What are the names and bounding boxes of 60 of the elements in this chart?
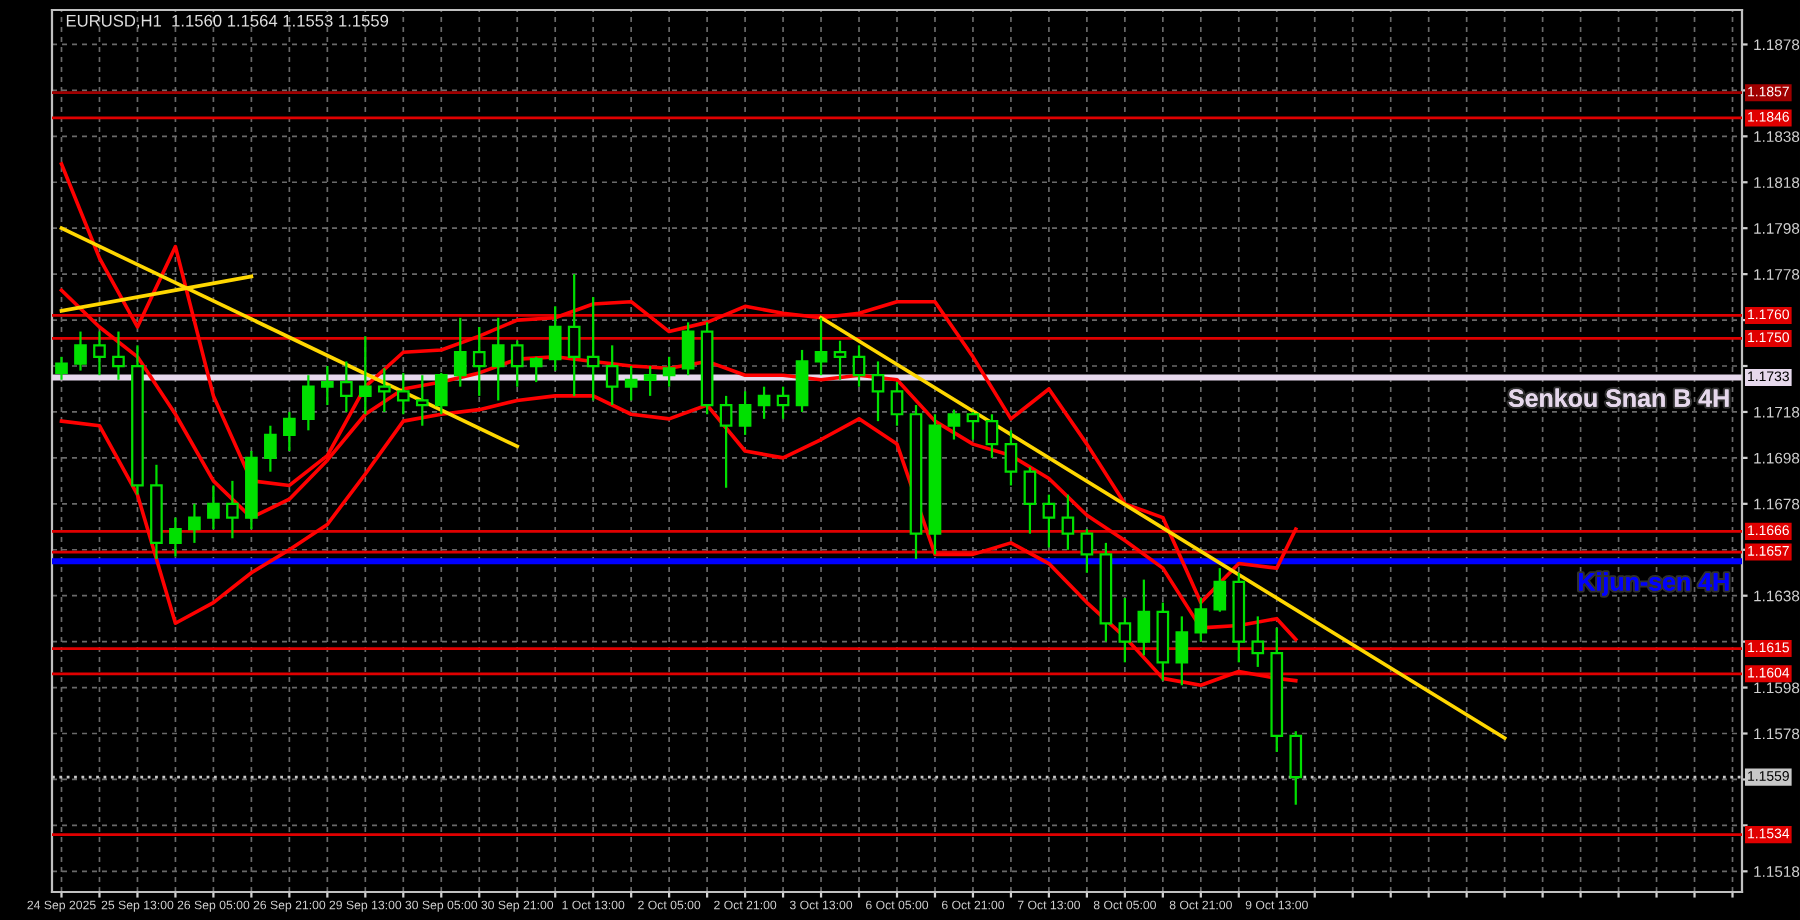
- candlestick: [681, 321, 695, 377]
- candlestick: [491, 316, 505, 402]
- candlestick: [662, 355, 676, 388]
- candlestick: [1023, 465, 1037, 535]
- candlestick: [434, 371, 448, 416]
- candlestick: [188, 502, 201, 544]
- candlestick: [890, 380, 904, 427]
- candlestick: [795, 348, 809, 414]
- candlestick: [169, 516, 182, 558]
- candlestick: [985, 413, 999, 459]
- candlestick: [1289, 730, 1303, 806]
- candlestick: [719, 394, 733, 489]
- candlestick: [264, 424, 277, 473]
- candlestick: [814, 316, 828, 377]
- candlestick: [339, 360, 353, 414]
- candlestick: [510, 339, 524, 388]
- candlestick: [396, 371, 410, 416]
- candlestick: [529, 355, 543, 384]
- candlestick: [624, 364, 638, 402]
- candlestick: [226, 479, 239, 540]
- candlestick: [207, 484, 220, 531]
- candlestick: [453, 316, 467, 388]
- candlestick: [1194, 596, 1208, 643]
- annotation: Kijun-sen 4H: [1579, 572, 1729, 596]
- candlestick: [852, 344, 866, 388]
- candlestick: [1042, 493, 1056, 549]
- candlestick: [377, 367, 391, 414]
- candlestick: [871, 360, 885, 423]
- candlestick: [605, 344, 619, 407]
- candlestick: [757, 385, 771, 420]
- candlestick: [776, 385, 790, 420]
- candlestick: [321, 364, 334, 407]
- candlestick: [1137, 578, 1151, 657]
- candlestick: [586, 296, 600, 402]
- candlestick: [1118, 596, 1132, 664]
- candlestick: [966, 410, 980, 441]
- candlestick: [74, 330, 87, 372]
- candlestick: [1213, 567, 1227, 613]
- candlestick: [1080, 527, 1094, 574]
- annotation: Senkou Snan B 4H: [1508, 388, 1729, 407]
- candlestick: [93, 330, 106, 377]
- candlestick: [738, 390, 752, 437]
- candlestick: [1251, 615, 1265, 669]
- candlestick: [55, 355, 68, 381]
- candlestick: [1175, 615, 1189, 687]
- candlestick: [833, 339, 847, 381]
- candlestick: [358, 335, 372, 416]
- candlestick: [1061, 493, 1075, 551]
- line-series: [59, 394, 1298, 688]
- candlestick: [112, 330, 125, 381]
- candlestick: [567, 273, 581, 397]
- candlestick: [548, 305, 562, 372]
- candlestick: [1004, 429, 1018, 487]
- candlestick: [643, 364, 657, 397]
- candlestick: [415, 374, 429, 427]
- candlestick: [947, 408, 961, 441]
- candlestick: [472, 325, 486, 397]
- chart-title: EURUSD,H1 1.1560 1.1564 1.1553 1.1559: [66, 14, 389, 29]
- candlestick: [283, 410, 296, 453]
- candlestick: [302, 374, 315, 432]
